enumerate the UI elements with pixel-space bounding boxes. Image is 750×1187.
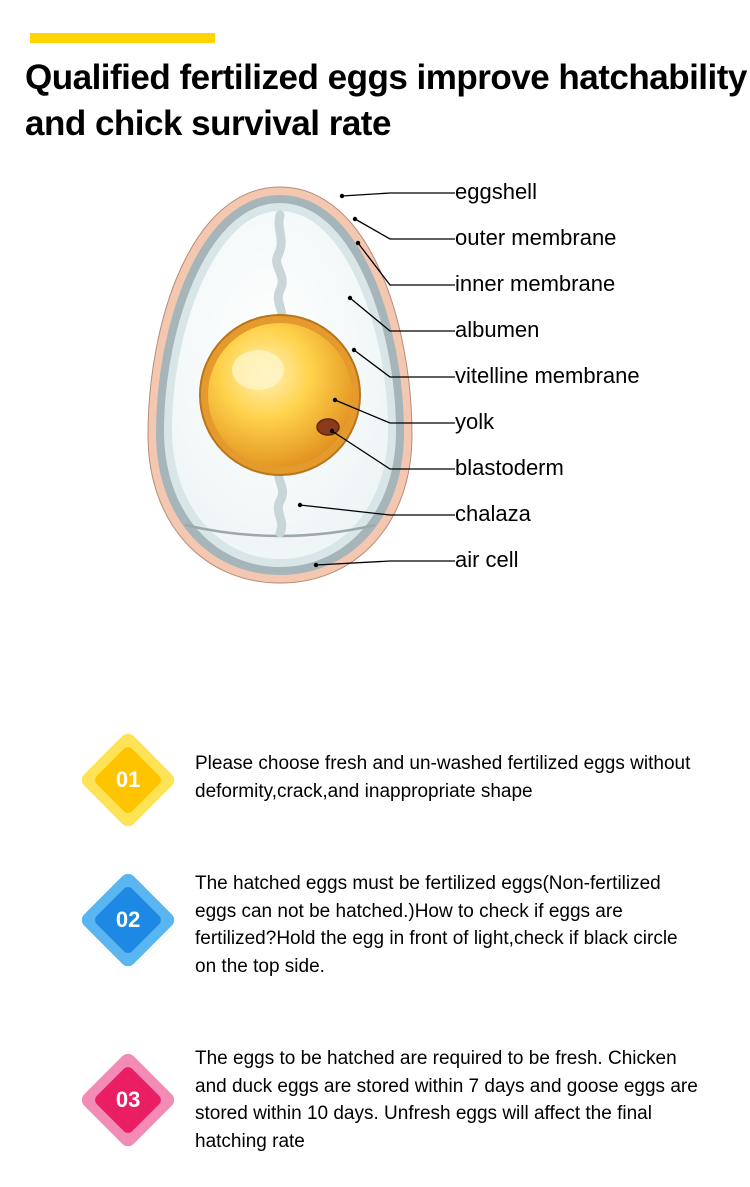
tip-text: Please choose fresh and un-washed fertil… — [195, 750, 700, 805]
part-label-inner-membrane: inner membrane — [455, 271, 615, 297]
part-label-text: outer membrane — [455, 225, 616, 251]
tip-text: The eggs to be hatched are required to b… — [195, 1045, 700, 1155]
egg-diagram: eggshell outer membrane inner membrane albu… — [0, 175, 750, 625]
tip-number: 03 — [116, 1087, 140, 1113]
tip-badge-03: 03 — [88, 1060, 168, 1140]
part-label-vitelline-membrane: vitelline membrane — [455, 363, 640, 389]
page-title: Qualified fertilized eggs improve hatcha… — [25, 55, 750, 146]
egg-illustration — [130, 175, 430, 595]
part-label-air-cell: air cell — [455, 547, 519, 573]
yolk-highlight — [232, 350, 284, 390]
part-label-blastoderm: blastoderm — [455, 455, 564, 481]
part-label-eggshell: eggshell — [455, 179, 537, 205]
chalaza-bottom — [278, 467, 282, 533]
part-label-text: blastoderm — [455, 455, 564, 481]
part-label-text: vitelline membrane — [455, 363, 640, 389]
part-label-albumen: albumen — [455, 317, 539, 343]
part-label-outer-membrane: outer membrane — [455, 225, 616, 251]
part-label-text: albumen — [455, 317, 539, 343]
part-label-yolk: yolk — [455, 409, 494, 435]
yolk-shape — [208, 323, 352, 467]
tip-badge-02: 02 — [88, 880, 168, 960]
part-label-text: inner membrane — [455, 271, 615, 297]
chalaza-top — [277, 215, 283, 323]
part-label-text: air cell — [455, 547, 519, 573]
tip-text: The hatched eggs must be fertilized eggs… — [195, 870, 700, 980]
part-label-text: eggshell — [455, 179, 537, 205]
part-label-chalaza: chalaza — [455, 501, 531, 527]
part-label-text: yolk — [455, 409, 494, 435]
tip-number: 02 — [116, 907, 140, 933]
part-label-text: chalaza — [455, 501, 531, 527]
tip-number: 01 — [116, 767, 140, 793]
blastoderm-shape — [317, 419, 339, 435]
accent-bar — [30, 33, 215, 43]
tip-badge-01: 01 — [88, 740, 168, 820]
